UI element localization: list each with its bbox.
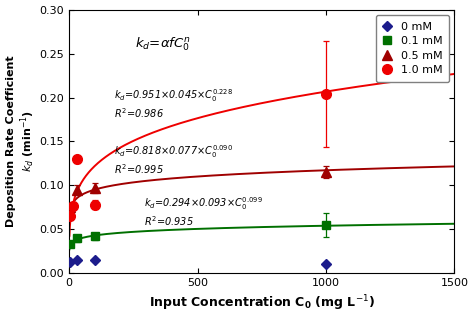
Legend: 0 mM, 0.1 mM, 0.5 mM, 1.0 mM: 0 mM, 0.1 mM, 0.5 mM, 1.0 mM <box>376 15 449 82</box>
Text: $k_d$=$\alpha fC_0^n$: $k_d$=$\alpha fC_0^n$ <box>135 36 191 54</box>
X-axis label: Input Concentration $\mathbf{C_0}$ (mg L$^{-1}$): Input Concentration $\mathbf{C_0}$ (mg L… <box>149 294 375 314</box>
Y-axis label: Deposition Rate Coefficient
$k_d$ (min$^{-1}$): Deposition Rate Coefficient $k_d$ (min$^… <box>6 56 37 227</box>
Text: $k_d$=0.818×0.077×$C_0^{0.090}$
$R^2$=0.995: $k_d$=0.818×0.077×$C_0^{0.090}$ $R^2$=0.… <box>114 143 233 176</box>
Text: $k_d$=0.294×0.093×$C_0^{0.099}$
$R^2$=0.935: $k_d$=0.294×0.093×$C_0^{0.099}$ $R^2$=0.… <box>144 195 263 228</box>
Text: $k_d$=0.951×0.045×$C_0^{0.228}$
$R^2$=0.986: $k_d$=0.951×0.045×$C_0^{0.228}$ $R^2$=0.… <box>114 87 233 120</box>
